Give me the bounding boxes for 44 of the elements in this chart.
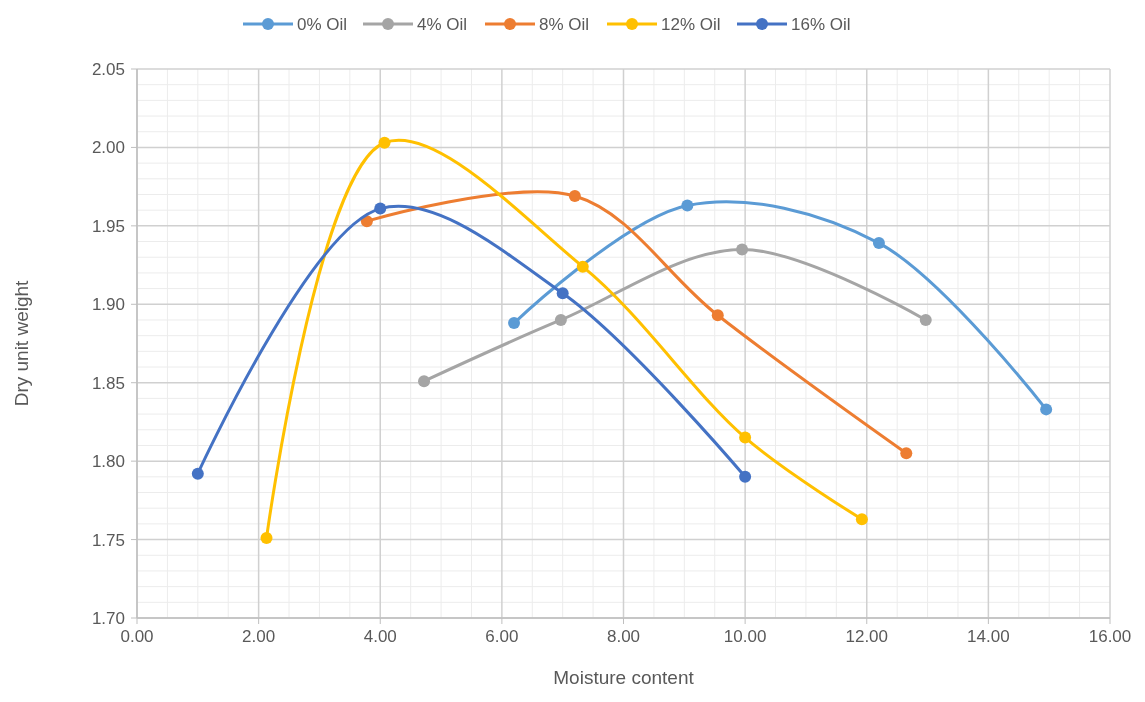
x-tick-label: 14.00 <box>967 627 1010 646</box>
legend-label: 0% Oil <box>297 14 348 34</box>
y-tick-label: 2.00 <box>91 138 125 158</box>
x-tick-label: 12.00 <box>845 627 889 646</box>
y-tick-label: 2.05 <box>91 59 125 79</box>
point <box>576 260 589 273</box>
legend-label: 8% Oil <box>539 14 590 34</box>
x-tick-label: 4.00 <box>363 627 397 646</box>
x-tick-label: 0.00 <box>120 627 154 646</box>
point <box>418 375 431 388</box>
legend-label: 4% Oil <box>417 14 468 34</box>
point <box>1040 403 1053 416</box>
point <box>711 309 724 322</box>
y-tick-label: 1.90 <box>91 295 125 315</box>
point <box>739 431 752 444</box>
x-tick-label: 2.00 <box>242 627 276 646</box>
x-axis-title: Moisture content <box>553 667 695 688</box>
x-tick-label: 8.00 <box>606 627 641 646</box>
y-tick-label: 1.95 <box>91 216 125 236</box>
y-tick-label: 1.85 <box>91 373 125 393</box>
point <box>739 470 752 483</box>
point <box>556 287 569 300</box>
point <box>681 199 694 212</box>
point <box>554 313 567 326</box>
legend-label: 12% Oil <box>661 14 721 34</box>
legend-label: 16% Oil <box>791 14 851 34</box>
x-tick-label: 16.00 <box>1088 627 1132 646</box>
point <box>872 237 885 250</box>
point <box>855 513 868 526</box>
point <box>374 202 387 215</box>
point <box>191 467 204 480</box>
point <box>919 313 932 326</box>
point <box>736 243 749 256</box>
y-tick-label: 1.80 <box>91 452 125 472</box>
point <box>260 532 273 544</box>
y-tick-label: 1.75 <box>91 530 125 550</box>
y-axis-title: Dry unit weight <box>11 279 32 407</box>
point <box>900 447 913 460</box>
x-tick-label: 6.00 <box>485 627 519 646</box>
x-tick-label: 10.00 <box>723 627 767 646</box>
point <box>508 317 521 330</box>
point <box>568 190 581 203</box>
y-tick-label: 1.70 <box>91 608 125 628</box>
point <box>378 136 391 149</box>
